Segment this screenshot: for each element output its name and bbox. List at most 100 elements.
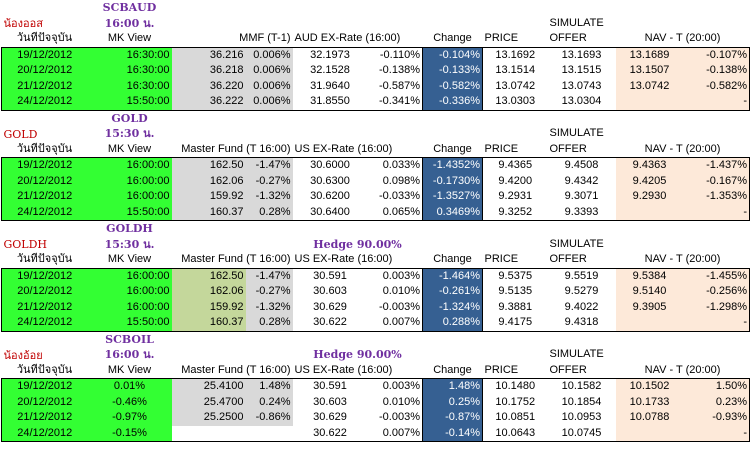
nav-pct-cell[interactable]: -0.138%: [683, 63, 750, 79]
header-date[interactable]: วันที่ปัจจุบัน: [16, 142, 73, 155]
mk-view-cell[interactable]: 16:00:00: [87, 284, 172, 300]
offer-cell[interactable]: 13.1693: [547, 46, 616, 63]
exrate-value-cell[interactable]: 32.1973: [292, 46, 368, 63]
exrate-value-cell[interactable]: 30.6300: [310, 174, 350, 187]
master-pct-cell[interactable]: [245, 425, 293, 442]
blank-cell[interactable]: [483, 126, 548, 142]
blank-cell[interactable]: [423, 126, 483, 142]
nav-cell[interactable]: 9.5140: [615, 284, 684, 300]
mk-view-cell[interactable]: 16:00:00: [87, 173, 172, 189]
nav-pct-cell[interactable]: 1.50%: [683, 378, 750, 395]
exrate-pct-cell[interactable]: 0.010%: [382, 285, 420, 298]
exrate-value-cell[interactable]: 32.1528: [310, 64, 350, 77]
nav-pct-cell[interactable]: -0.256%: [683, 284, 750, 300]
blank-cell[interactable]: [483, 347, 548, 363]
exrate-value-cell[interactable]: 31.9640: [310, 79, 350, 92]
nav-cell[interactable]: [615, 315, 684, 332]
exrate-pct-cell[interactable]: 0.003%: [367, 378, 423, 395]
header-offer[interactable]: OFFER: [549, 253, 587, 266]
master-value-cell[interactable]: 25.4100: [171, 378, 246, 395]
blank-cell[interactable]: [172, 110, 750, 126]
master-value-cell[interactable]: 36.220: [171, 78, 246, 94]
master-value-cell[interactable]: 36.222: [171, 94, 246, 111]
nav-cell[interactable]: [615, 204, 684, 221]
date-cell[interactable]: 21/12/2012: [1, 189, 88, 205]
nav-pct-cell[interactable]: -0.582%: [683, 78, 750, 94]
header-change[interactable]: Change: [433, 32, 472, 45]
exrate-value-cell[interactable]: 30.6000: [292, 157, 368, 174]
simulate-price-cell[interactable]: 13.1514: [495, 64, 536, 77]
header-exrate[interactable]: US EX-Rate (16:00): [294, 253, 393, 266]
fund-code[interactable]: GOLD: [111, 111, 148, 125]
change-cell[interactable]: -1.324%: [422, 299, 483, 315]
date-cell[interactable]: 19/12/2012: [1, 267, 88, 284]
change-cell[interactable]: 0.25%: [422, 394, 483, 410]
date-cell[interactable]: 21/12/2012: [1, 78, 88, 94]
date-cell[interactable]: 21/12/2012: [1, 410, 88, 426]
blank-cell[interactable]: [616, 347, 750, 363]
header-master[interactable]: Master Fund (T 16:00): [181, 142, 291, 155]
nav-pct-cell[interactable]: -1.298%: [683, 299, 750, 315]
exrate-pct-cell[interactable]: -0.110%: [367, 46, 423, 63]
blank-cell[interactable]: [423, 237, 483, 253]
blank-cell[interactable]: [616, 16, 750, 32]
nav-cell[interactable]: 9.4363: [615, 157, 684, 174]
header-offer[interactable]: OFFER: [549, 32, 587, 45]
header-exrate[interactable]: AUD EX-Rate (16:00): [294, 32, 401, 45]
simulate-price-cell[interactable]: 9.5375: [482, 267, 548, 284]
nav-cell[interactable]: 9.5384: [615, 267, 684, 284]
date-cell[interactable]: 19/12/2012: [1, 378, 88, 395]
simulate-price-cell[interactable]: 10.1480: [482, 378, 548, 395]
nav-pct-cell[interactable]: -: [683, 425, 750, 442]
blank-cell[interactable]: [172, 237, 293, 253]
exrate-value-cell[interactable]: 30.622: [292, 315, 368, 332]
date-cell[interactable]: 20/12/2012: [1, 173, 88, 189]
hedge-ratio[interactable]: [293, 16, 423, 32]
change-cell[interactable]: 0.288%: [422, 315, 483, 332]
simulate-label[interactable]: SIMULATE: [549, 127, 604, 140]
change-cell[interactable]: -0.104%: [422, 46, 483, 63]
simulate-price-cell[interactable]: 9.2931: [498, 190, 533, 203]
mk-view-cell[interactable]: -0.15%: [87, 425, 172, 442]
date-cell[interactable]: 24/12/2012: [1, 94, 88, 111]
master-pct-cell[interactable]: -1.32%: [245, 189, 293, 205]
master-value-cell[interactable]: 162.50: [171, 157, 246, 174]
header-mk-view[interactable]: MK View: [107, 253, 152, 266]
master-value-cell[interactable]: 25.4700: [171, 394, 246, 410]
change-cell[interactable]: -0.336%: [422, 94, 483, 111]
nav-cell[interactable]: 10.0788: [615, 410, 684, 426]
simulate-price-cell[interactable]: 13.0742: [495, 79, 536, 92]
offer-cell[interactable]: 13.1515: [561, 64, 602, 77]
master-value-cell[interactable]: 162.06: [171, 284, 246, 300]
date-cell[interactable]: 24/12/2012: [1, 315, 88, 332]
exrate-value-cell[interactable]: 30.591: [292, 378, 368, 395]
section-name[interactable]: น้องออส: [3, 17, 43, 30]
date-cell[interactable]: 19/12/2012: [1, 46, 88, 63]
exrate-value-cell[interactable]: 30.629: [313, 300, 347, 313]
blank-cell[interactable]: [172, 331, 750, 347]
nav-pct-cell[interactable]: -1.455%: [683, 267, 750, 284]
master-pct-cell[interactable]: -1.32%: [245, 299, 293, 315]
change-cell[interactable]: -1.3527%: [422, 189, 483, 205]
exrate-pct-cell[interactable]: 0.010%: [382, 395, 420, 408]
offer-cell[interactable]: 10.1854: [561, 395, 602, 408]
date-cell[interactable]: 24/12/2012: [1, 425, 88, 442]
exrate-pct-cell[interactable]: -0.138%: [379, 64, 420, 77]
mk-view-cell[interactable]: 16:00:00: [87, 267, 172, 284]
offer-cell[interactable]: 13.0743: [561, 79, 602, 92]
offer-cell[interactable]: 9.4318: [547, 315, 616, 332]
fund-code[interactable]: SCBOIL: [105, 332, 154, 346]
nav-pct-cell[interactable]: -0.93%: [683, 410, 750, 426]
nav-cell[interactable]: [615, 425, 684, 442]
master-pct-cell[interactable]: 0.006%: [245, 46, 293, 63]
section-name[interactable]: GOLDH: [3, 238, 48, 251]
blank-cell[interactable]: [483, 16, 548, 32]
header-simulate-price[interactable]: PRICE: [484, 32, 519, 45]
header-master[interactable]: MMF (T-1): [239, 32, 291, 45]
master-value-cell[interactable]: 25.2500: [171, 410, 246, 426]
mk-view-cell[interactable]: 16:00:00: [87, 299, 172, 315]
master-pct-cell[interactable]: 0.28%: [245, 204, 293, 221]
simulate-price-cell[interactable]: 9.4175: [482, 315, 548, 332]
simulate-price-cell[interactable]: 9.4200: [498, 174, 533, 187]
fund-code[interactable]: GOLDH: [106, 222, 153, 236]
